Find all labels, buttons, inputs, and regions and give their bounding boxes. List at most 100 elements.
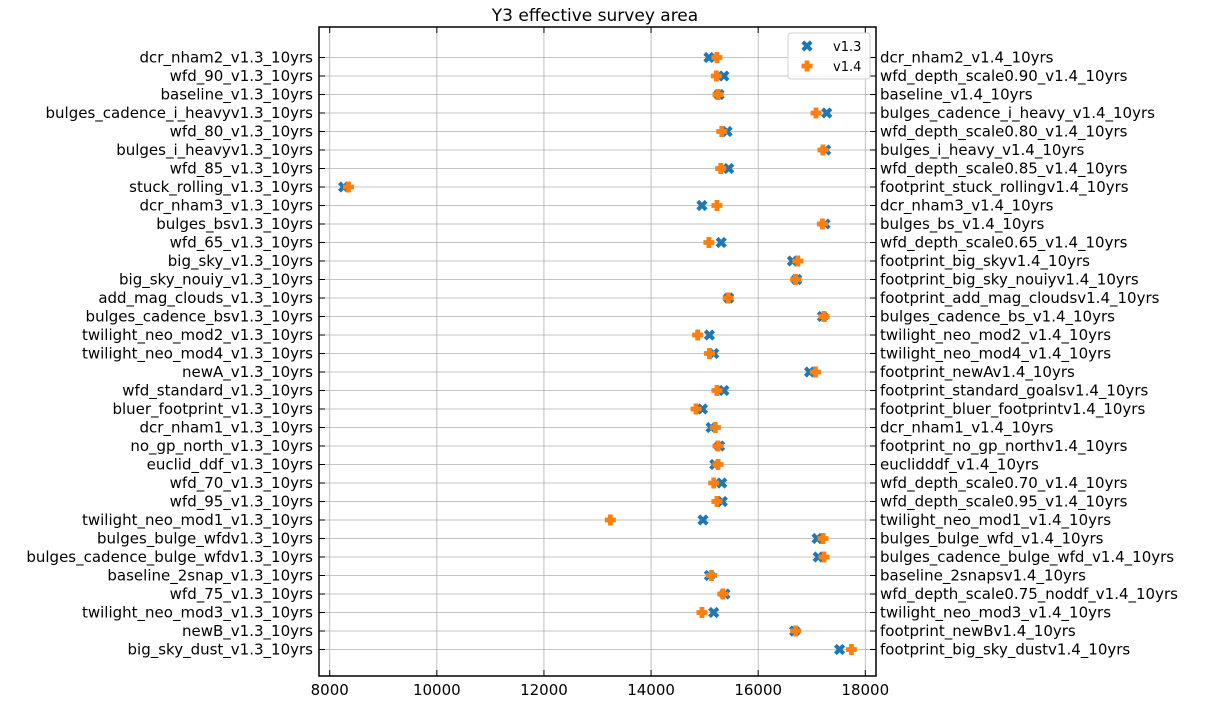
x-marker-stroke <box>715 236 727 249</box>
y-label-right: wfd_depth_scale0.70_v1.4_10yrs <box>880 474 1128 493</box>
y-label-left: bulges_cadence_bsv1.3_10yrs <box>86 308 314 327</box>
legend: v1.3 v1.4 <box>787 32 871 80</box>
y-label-left: wfd_90_v1.3_10yrs <box>170 67 314 86</box>
y-label-left: stuck_rolling_v1.3_10yrs <box>129 178 313 197</box>
y-label-left: add_mag_clouds_v1.3_10yrs <box>98 289 313 308</box>
point-v1.3 <box>803 366 816 378</box>
point-v1.3 <box>716 477 728 489</box>
point-v1.4 <box>817 533 829 544</box>
x-marker-stroke <box>811 532 823 545</box>
y-label-right: twilight_neo_mod4_v1.4_10yrs <box>880 345 1111 364</box>
x-marker-stroke <box>718 384 730 397</box>
point-v1.4 <box>690 403 702 415</box>
y-label-left: big_sky_dust_v1.3_10yrs <box>128 641 314 660</box>
x-marker-stroke <box>708 606 720 619</box>
y-label-left: wfd_65_v1.3_10yrs <box>170 234 314 253</box>
x-marker-stroke <box>703 329 716 341</box>
point-v1.4 <box>845 644 857 655</box>
point-v1.3 <box>703 51 715 64</box>
y-label-right: wfd_depth_scale0.90_v1.4_10yrs <box>880 67 1128 86</box>
y-label-right: wfd_depth_scale0.65_v1.4_10yrs <box>880 234 1128 253</box>
y-label-right: dcr_nham1_v1.4_10yrs <box>880 419 1054 438</box>
point-v1.4 <box>816 218 828 230</box>
y-label-left: wfd_85_v1.3_10yrs <box>170 160 314 179</box>
y-label-left: bulges_cadence_i_heavyv1.3_10yrs <box>46 104 314 123</box>
point-v1.4 <box>342 181 354 193</box>
x-marker-stroke <box>718 70 730 82</box>
point-v1.4 <box>706 570 718 581</box>
x-tick-label: 8000 <box>311 681 349 699</box>
y-label-left: twilight_neo_mod4_v1.3_10yrs <box>82 345 313 364</box>
point-v1.4 <box>709 422 721 433</box>
x-marker-stroke <box>697 514 709 526</box>
legend-label: v1.3 <box>833 40 861 55</box>
x-marker-stroke <box>703 51 715 64</box>
point-v1.4 <box>708 477 720 489</box>
point-v1.4 <box>792 255 804 267</box>
point-v1.3 <box>703 329 716 341</box>
point-v1.3 <box>696 403 709 415</box>
y-label-left: bulges_bulge_wfdv1.3_10yrs <box>97 530 313 549</box>
y-label-right: bulges_i_heavy_v1.4_10yrs <box>880 141 1084 160</box>
y-label-left: dcr_nham2_v1.3_10yrs <box>140 49 314 68</box>
point-v1.3 <box>812 551 824 563</box>
x-marker-stroke <box>833 643 846 656</box>
x-marker-stroke <box>696 403 709 415</box>
y-label-right: wfd_depth_scale0.95_v1.4_10yrs <box>880 493 1128 512</box>
y-label-right: wfd_depth_scale0.80_v1.4_10yrs <box>880 123 1128 142</box>
y-label-left: euclid_ddf_v1.3_10yrs <box>147 456 314 475</box>
y-label-left: wfd_standard_v1.3_10yrs <box>122 382 313 401</box>
point-v1.4 <box>712 440 724 452</box>
point-v1.4 <box>790 274 802 285</box>
point-v1.4 <box>810 107 822 119</box>
x-marker-stroke <box>812 551 824 563</box>
y-label-right: footprint_newAv1.4_10yrs <box>880 363 1075 382</box>
grid <box>319 27 876 676</box>
point-v1.4 <box>712 459 724 470</box>
y-label-left: baseline_v1.3_10yrs <box>160 86 313 105</box>
y-label-right: bulges_bulge_wfd_v1.4_10yrs <box>880 530 1104 549</box>
x-marker-stroke <box>723 162 735 175</box>
y-label-right: baseline_2snapsv1.4_10yrs <box>880 567 1086 586</box>
y-label-left: bulges_cadence_bulge_wfdv1.3_10yrs <box>26 548 313 567</box>
point-v1.3 <box>718 70 730 82</box>
point-v1.4 <box>711 52 723 63</box>
y-label-left: twilight_neo_mod3_v1.3_10yrs <box>82 604 313 623</box>
point-v1.4 <box>722 292 734 304</box>
y-label-left: no_gp_north_v1.3_10yrs <box>130 437 313 456</box>
point-v1.4 <box>809 366 821 378</box>
y-label-left: twilight_neo_mod2_v1.3_10yrs <box>82 326 313 345</box>
x-marker-stroke <box>801 40 813 52</box>
y-label-left: twilight_neo_mod1_v1.3_10yrs <box>82 511 313 530</box>
axes: 8000 10000 12000 14000 16000 18000 dcr_nham2_v… <box>26 27 1178 699</box>
point-v1.4 <box>717 588 729 600</box>
point-v1.3 <box>718 384 730 397</box>
y-label-right: footprint_no_gp_northv1.4_10yrs <box>880 437 1128 456</box>
point-v1.3 <box>821 107 833 119</box>
x-marker-stroke <box>716 477 728 489</box>
point-v1.4 <box>711 496 723 507</box>
y-label-left: newA_v1.3_10yrs <box>182 363 313 382</box>
y-label-right: footprint_big_sky_dustv1.4_10yrs <box>880 641 1130 660</box>
x-tick-label: 12000 <box>520 681 568 699</box>
x-tick-label: 18000 <box>841 681 889 699</box>
y-label-right: footprint_big_sky_nouiyv1.4_10yrs <box>880 271 1139 290</box>
y-label-right: bulges_cadence_bulge_wfd_v1.4_10yrs <box>880 548 1174 567</box>
y-label-left: newB_v1.3_10yrs <box>182 622 313 641</box>
point-v1.4 <box>790 625 802 637</box>
point-v1.4 <box>818 311 830 322</box>
y-label-left: wfd_80_v1.3_10yrs <box>170 123 314 142</box>
x-marker-stroke <box>696 199 708 212</box>
y-label-right: wfd_depth_scale0.85_v1.4_10yrs <box>880 160 1128 179</box>
y-label-left: wfd_70_v1.3_10yrs <box>170 474 314 493</box>
y-label-left: dcr_nham1_v1.3_10yrs <box>140 419 314 438</box>
point-v1.4 <box>711 200 723 211</box>
plot-marks <box>338 51 857 656</box>
point-v1.3 <box>697 514 709 526</box>
y-label-right: twilight_neo_mod3_v1.4_10yrs <box>880 604 1111 623</box>
legend-marker-v1.3 <box>801 40 813 52</box>
plot-frame <box>318 26 877 677</box>
point-v1.4 <box>696 607 708 618</box>
x-tick-label: 14000 <box>627 681 675 699</box>
point-v1.3 <box>723 162 735 175</box>
